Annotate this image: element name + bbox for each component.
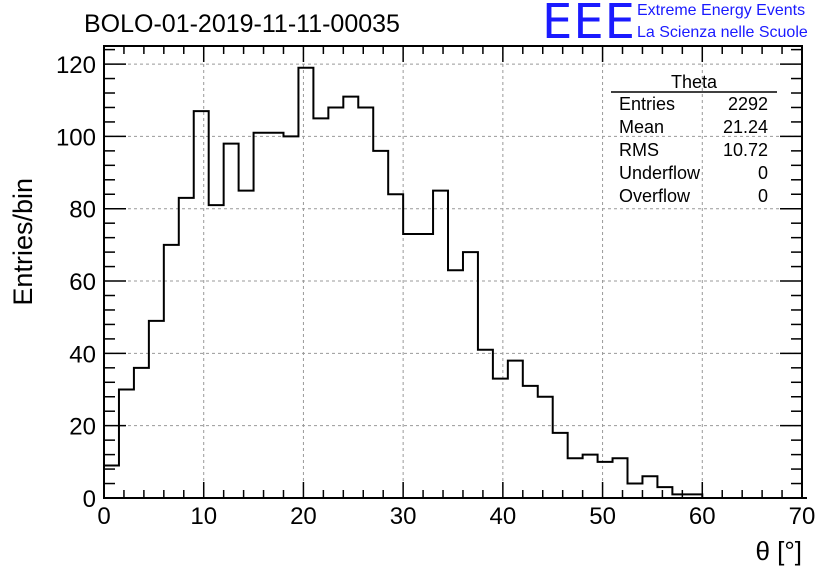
stats-rows: Entries 2292 Mean 21.24 RMS 10.72 Underflow 0 Ov…: [619, 94, 768, 206]
y-tick-label: 0: [83, 486, 96, 513]
stats-row-label: Underflow: [619, 163, 701, 183]
histogram-outline: [103, 66, 807, 499]
x-axis-label: θ [°]: [755, 536, 802, 566]
stats-box: Theta Entries 2292 Mean 21.24 RMS 10.72 Underf…: [611, 72, 777, 206]
y-axis-label: Entries/bin: [8, 178, 38, 306]
y-tick-label: 120: [56, 52, 96, 79]
chart-title: BOLO-01-2019-11-11-00035: [84, 10, 400, 38]
stats-row-value: 0: [758, 163, 768, 183]
stats-row-value: 10.72: [723, 140, 768, 160]
x-tick-label: 50: [589, 503, 616, 530]
y-tick-label: 100: [56, 124, 96, 151]
stats-title: Theta: [671, 72, 718, 92]
logo-line-2: La Scienza nelle Scuole: [637, 24, 808, 41]
x-tick-label: 70: [789, 503, 816, 530]
axis-ticks: [103, 46, 803, 499]
x-tick-label: 0: [97, 503, 110, 530]
stats-row-value: 21.24: [723, 117, 768, 137]
stats-row-value: 2292: [728, 94, 768, 114]
y-tick-label: 80: [69, 197, 96, 224]
x-tick-labels: 0 10 20 30 40 50 60 70: [97, 503, 815, 530]
eee-logo-mark: EEE: [542, 0, 636, 50]
x-tick-label: 10: [190, 503, 217, 530]
stats-row-label: Mean: [619, 117, 664, 137]
plot-frame: [103, 45, 803, 499]
stats-row-label: RMS: [619, 140, 659, 160]
stats-row-value: 0: [758, 186, 768, 206]
x-tick-label: 40: [490, 503, 517, 530]
y-tick-label: 40: [69, 341, 96, 368]
y-tick-label: 20: [69, 414, 96, 441]
grid-lines: [104, 46, 802, 498]
x-tick-label: 20: [290, 503, 317, 530]
logo-line-1: Extreme Energy Events: [637, 2, 806, 19]
stats-row-label: Overflow: [619, 186, 691, 206]
x-tick-label: 30: [390, 503, 417, 530]
x-tick-label: 60: [689, 503, 716, 530]
y-tick-label: 60: [69, 269, 96, 296]
y-tick-labels: 0 20 40 60 80 100 120: [56, 52, 96, 513]
stats-row-label: Entries: [619, 94, 675, 114]
